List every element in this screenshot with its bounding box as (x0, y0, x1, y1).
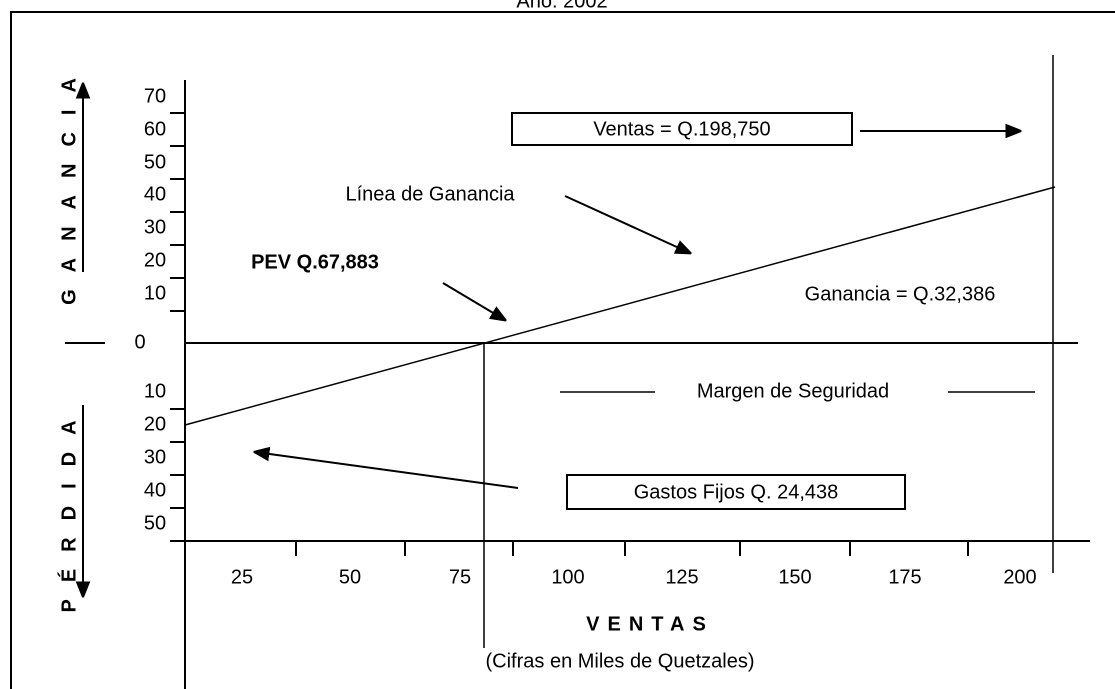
linea-arrow (564, 195, 690, 253)
x-tick-label: 125 (665, 566, 698, 588)
pev-text: PEV Q.67,883 (251, 251, 379, 273)
title: Año: 2002 (516, 0, 607, 12)
ventas-box (511, 112, 853, 146)
ventas-text: Ventas = Q.198,750 (593, 118, 770, 140)
x-tick-label: 25 (231, 566, 253, 588)
y-tick-label: 50 (144, 151, 166, 173)
gastos-box (566, 474, 906, 510)
x-tick-label: 50 (339, 566, 361, 588)
pev-arrow (442, 282, 505, 320)
y-tick-label: 20 (144, 413, 166, 435)
gastos-arrow (255, 452, 519, 489)
x-axis-label: VENTAS (586, 613, 714, 635)
ganancia-label: GANANCIA (58, 61, 80, 305)
y-tick-label: 50 (144, 512, 166, 534)
x-axis-sublabel: (Cifras en Miles de Quetzales) (486, 650, 755, 672)
profit-line (184, 186, 1056, 426)
x-tick-label: 75 (449, 566, 471, 588)
x-tick-label: 100 (551, 566, 584, 588)
y-tick-label: 10 (144, 282, 166, 304)
y-tick-label: 40 (144, 479, 166, 501)
x-tick-label: 175 (888, 566, 921, 588)
frame (10, 11, 1115, 689)
y-tick-label: 20 (144, 249, 166, 271)
gastos-text: Gastos Fijos Q. 24,438 (634, 481, 839, 503)
y-tick-label: 60 (144, 118, 166, 140)
y-tick-label: 10 (144, 380, 166, 402)
margen-text: Margen de Seguridad (697, 380, 889, 402)
ganancia-text: Ganancia = Q.32,386 (805, 283, 996, 305)
y-tick-label: 70 (144, 85, 166, 107)
y-tick-label: 40 (144, 183, 166, 205)
linea-text: Línea de Ganancia (345, 183, 515, 205)
x-tick-label: 200 (1003, 566, 1036, 588)
perdida-label: PÉRDIDA (57, 403, 80, 612)
y-tick-label: 30 (144, 446, 166, 468)
x-tick-label: 150 (778, 566, 811, 588)
zero-label: 0 (134, 331, 145, 353)
y-tick-label: 30 (144, 216, 166, 238)
